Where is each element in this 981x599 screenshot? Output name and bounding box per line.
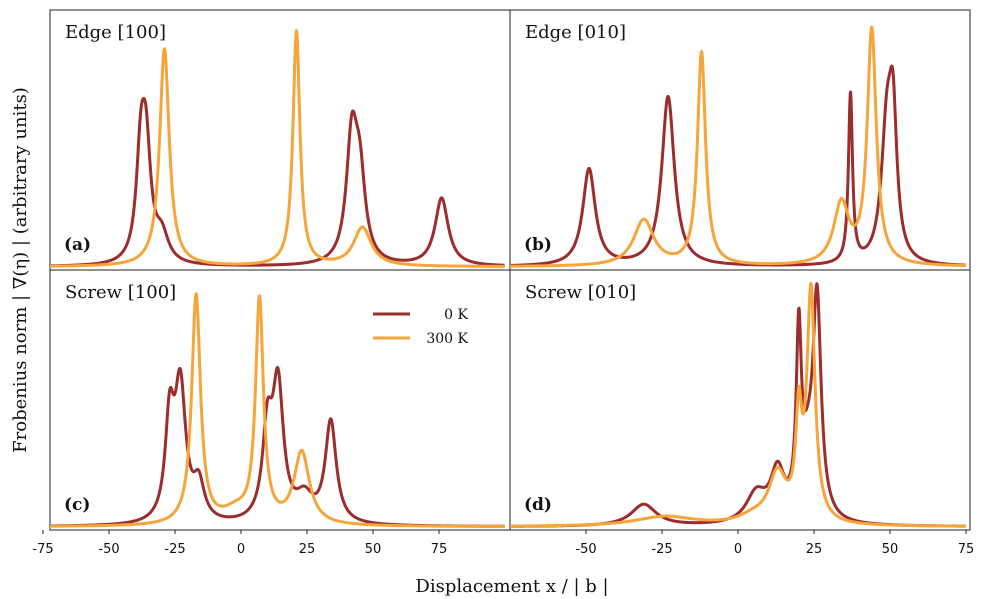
series-line-300k [510,25,968,268]
legend-entry: 300 K [426,331,468,347]
panel-title: Edge [010] [525,22,626,43]
x-tick-label-left: 75 [431,542,448,557]
x-tick-label-right: -50 [575,542,596,557]
series-line-300k [50,292,506,528]
panel-d: Screw [010] (d) [509,269,971,531]
panel-tag: (b) [524,235,552,255]
y-axis-label: Frobenius norm | ∇(η) | (arbitrary units… [10,87,31,453]
x-tick-label-right: -25 [651,542,672,557]
x-tick-label-right: 50 [882,542,899,557]
panel-tag: (d) [524,495,552,515]
panel-title: Screw [010] [525,282,636,303]
x-tick-label-right: 0 [734,542,742,557]
panel-title: Edge [100] [65,22,166,43]
x-tick-label-left: -75 [32,542,53,557]
x-tick-label-right: 25 [806,542,823,557]
series-line-300k [510,281,968,528]
series-line-0k [50,96,506,268]
legend-entry: 0 K [444,307,468,323]
panel-tag: (a) [64,235,91,255]
panel-frame [509,269,971,531]
legend: 0 K 300 K [373,307,469,347]
series-line-0k [50,365,506,528]
panel-b: Edge [010] (b) [509,9,971,271]
series-line-300k [50,29,506,268]
series-line-0k [510,64,968,267]
x-axis-label: Displacement x / | b | [415,576,608,597]
series-line-0k [510,282,968,528]
x-tick-label-left: 25 [299,542,316,557]
x-tick-label-right: 75 [958,542,975,557]
panel-frame [49,9,511,271]
panel-c: Screw [100] (c) [49,269,511,531]
x-tick-label-left: 50 [365,542,382,557]
x-tick-label-left: 0 [237,542,245,557]
x-tick-label-left: -25 [164,542,185,557]
x-tick-label-left: -50 [98,542,119,557]
panel-tag: (c) [64,495,90,515]
panel-title: Screw [100] [65,282,176,303]
panel-a: Edge [100] (a) [49,9,511,271]
